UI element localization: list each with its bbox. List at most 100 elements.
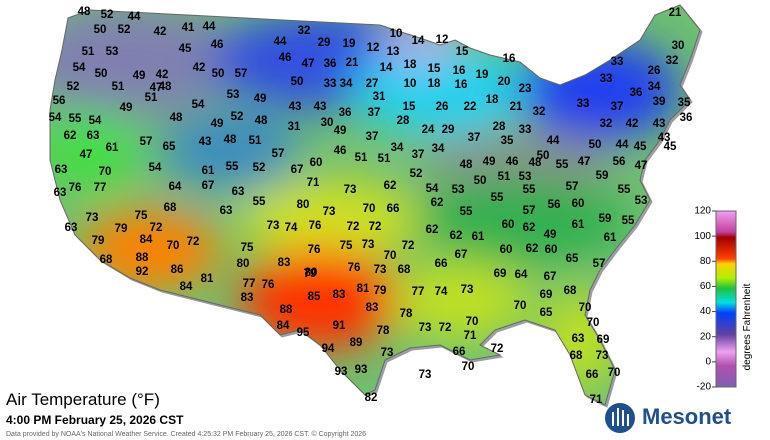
station-temp: 53 bbox=[452, 184, 465, 196]
station-temp: 62 bbox=[384, 180, 397, 192]
station-temp: 72 bbox=[369, 221, 382, 233]
station-temp: 80 bbox=[237, 258, 250, 270]
station-temp: 47 bbox=[635, 160, 648, 172]
station-temp: 54 bbox=[73, 62, 86, 74]
station-temp: 83 bbox=[333, 289, 346, 301]
station-temp: 60 bbox=[500, 244, 513, 256]
station-temp: 28 bbox=[493, 121, 506, 133]
station-temp: 71 bbox=[464, 330, 477, 342]
station-temp: 47 bbox=[80, 149, 93, 161]
station-temp: 16 bbox=[503, 53, 516, 65]
station-temp: 54 bbox=[192, 99, 205, 111]
station-temp: 44 bbox=[616, 139, 629, 151]
station-temp: 54 bbox=[49, 112, 62, 124]
legend-tick-label: 100 bbox=[694, 231, 711, 242]
station-temp: 66 bbox=[586, 369, 599, 381]
station-temp: 62 bbox=[431, 197, 444, 209]
station-temp: 63 bbox=[55, 164, 68, 176]
station-temp: 55 bbox=[618, 184, 631, 196]
station-temp: 49 bbox=[544, 229, 557, 241]
station-temp: 55 bbox=[556, 159, 569, 171]
station-temp: 49 bbox=[120, 102, 133, 114]
title: Air Temperature (°F) bbox=[6, 390, 160, 409]
station-temp: 73 bbox=[323, 206, 336, 218]
station-temp: 71 bbox=[307, 177, 320, 189]
station-temp: 24 bbox=[422, 124, 435, 136]
station-temp: 63 bbox=[87, 130, 100, 142]
station-temp: 77 bbox=[412, 286, 425, 298]
station-temp: 12 bbox=[367, 42, 380, 54]
station-temp: 52 bbox=[118, 24, 131, 36]
color-bar bbox=[715, 210, 737, 388]
station-temp: 23 bbox=[519, 83, 532, 95]
station-temp: 83 bbox=[241, 292, 254, 304]
station-temp: 72 bbox=[491, 343, 504, 355]
station-temp: 69 bbox=[540, 289, 553, 301]
station-temp: 93 bbox=[355, 364, 368, 376]
station-temp: 37 bbox=[412, 149, 425, 161]
station-temp: 18 bbox=[428, 78, 441, 90]
station-temp: 33 bbox=[577, 98, 590, 110]
station-temp: 70 bbox=[587, 317, 600, 329]
station-temp: 84 bbox=[140, 234, 153, 246]
station-temp: 86 bbox=[171, 264, 184, 276]
station-temp: 59 bbox=[599, 213, 612, 225]
station-temp: 54 bbox=[149, 162, 162, 174]
station-temp: 68 bbox=[164, 202, 177, 214]
station-temp: 94 bbox=[322, 343, 335, 355]
station-temp: 70 bbox=[99, 166, 112, 178]
station-temp: 85 bbox=[308, 291, 321, 303]
station-temp: 75 bbox=[241, 242, 254, 254]
station-temp: 48 bbox=[255, 115, 268, 127]
station-temp: 47 bbox=[150, 82, 163, 94]
station-temp: 77 bbox=[243, 278, 256, 290]
station-temp: 73 bbox=[267, 220, 280, 232]
station-temp: 63 bbox=[220, 205, 233, 217]
station-temp: 36 bbox=[324, 58, 337, 70]
station-temp: 72 bbox=[150, 222, 163, 234]
station-temp: 60 bbox=[502, 219, 515, 231]
station-temp: 62 bbox=[426, 224, 439, 236]
station-temp: 71 bbox=[590, 394, 603, 406]
station-temp: 43 bbox=[658, 132, 671, 144]
station-temp: 70 bbox=[466, 316, 479, 328]
station-temp: 34 bbox=[648, 81, 661, 93]
station-temp: 68 bbox=[564, 285, 577, 297]
station-temp: 64 bbox=[169, 181, 182, 193]
station-temp: 36 bbox=[630, 87, 643, 99]
station-temp: 18 bbox=[404, 59, 417, 71]
station-temp: 31 bbox=[288, 121, 301, 133]
station-temp: 55 bbox=[253, 196, 266, 208]
station-temp: 50 bbox=[537, 150, 550, 162]
station-temp: 49 bbox=[254, 93, 267, 105]
station-temp: 50 bbox=[94, 24, 107, 36]
station-temp: 88 bbox=[280, 304, 293, 316]
station-temp: 15 bbox=[456, 46, 469, 58]
station-temp: 82 bbox=[365, 392, 378, 404]
station-temp: 42 bbox=[156, 69, 169, 81]
station-temp: 62 bbox=[523, 222, 536, 234]
station-temp: 73 bbox=[381, 347, 394, 359]
station-temp: 55 bbox=[622, 215, 635, 227]
station-temp: 60 bbox=[310, 157, 323, 169]
station-temp: 66 bbox=[435, 258, 448, 270]
station-temp: 61 bbox=[472, 231, 485, 243]
station-temp: 56 bbox=[613, 156, 626, 168]
station-temp: 42 bbox=[626, 118, 639, 130]
station-temp: 49 bbox=[133, 70, 146, 82]
station-temp: 44 bbox=[547, 135, 560, 147]
station-temp: 35 bbox=[678, 97, 691, 109]
station-temp: 91 bbox=[333, 320, 346, 332]
legend-tick-label: 80 bbox=[700, 256, 712, 267]
station-temp: 51 bbox=[378, 153, 391, 165]
station-temp: 48 bbox=[460, 159, 473, 171]
station-temp: 37 bbox=[366, 131, 379, 143]
station-temp: 70 bbox=[608, 367, 621, 379]
station-temp: 52 bbox=[101, 9, 114, 21]
station-temp: 65 bbox=[163, 141, 176, 153]
station-temp: 48 bbox=[159, 81, 172, 93]
station-temp: 43 bbox=[314, 101, 327, 113]
station-temp: 81 bbox=[201, 273, 214, 285]
